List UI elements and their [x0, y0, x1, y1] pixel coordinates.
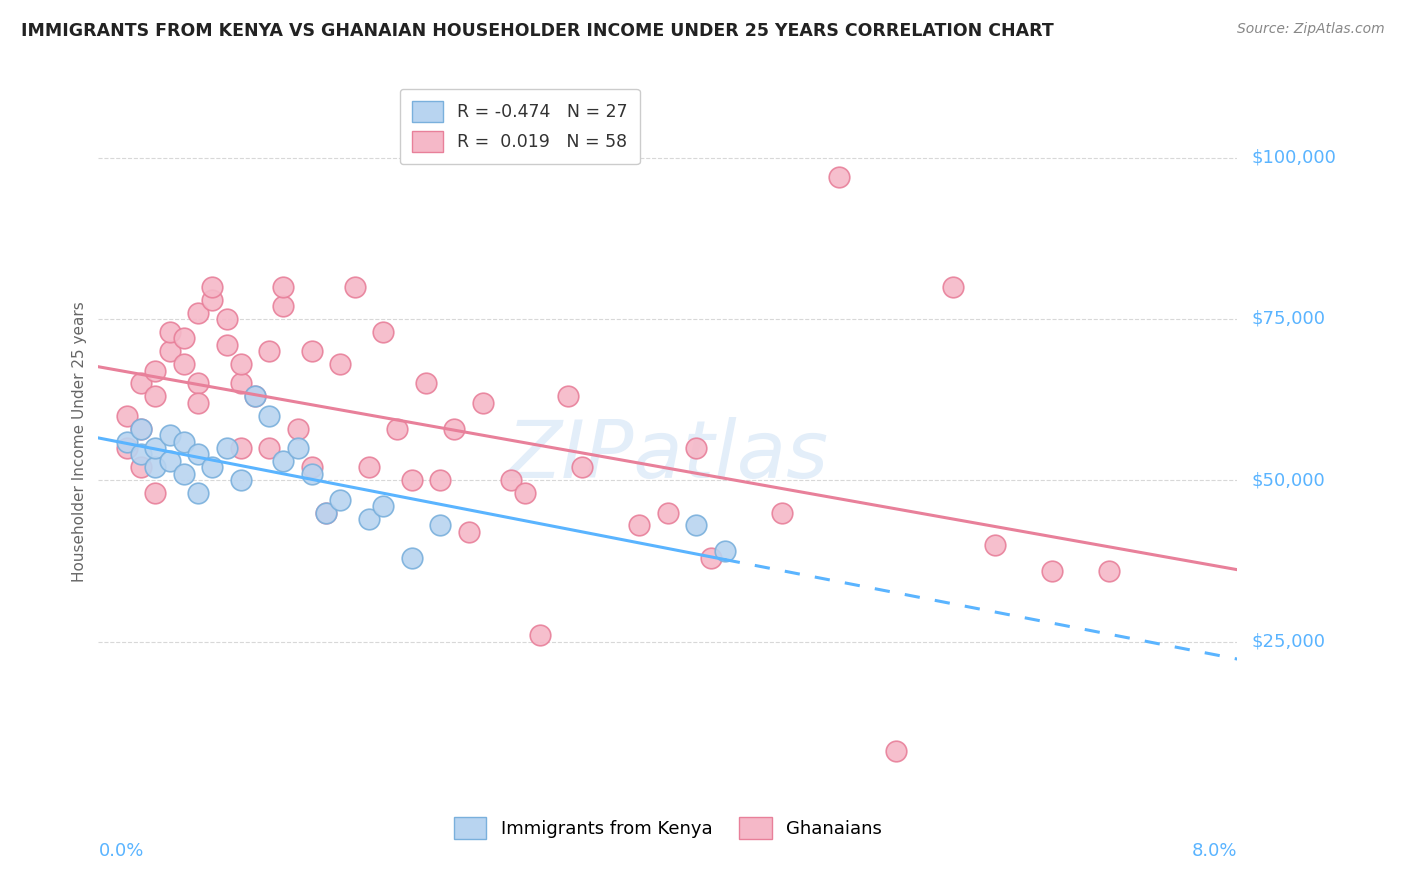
Point	[129, 460, 152, 475]
Point	[273, 279, 295, 293]
Point	[129, 376, 152, 391]
Text: $100,000: $100,000	[1251, 149, 1336, 167]
Point	[942, 279, 965, 293]
Point	[1040, 564, 1063, 578]
Point	[357, 512, 380, 526]
Point	[215, 338, 238, 352]
Text: ZIPatlas: ZIPatlas	[506, 417, 830, 495]
Point	[371, 325, 394, 339]
Legend: Immigrants from Kenya, Ghanaians: Immigrants from Kenya, Ghanaians	[444, 808, 891, 848]
Point	[273, 299, 295, 313]
Point	[159, 428, 181, 442]
Point	[159, 325, 181, 339]
Point	[229, 441, 252, 455]
Point	[315, 506, 337, 520]
Point	[229, 357, 252, 371]
Point	[301, 460, 323, 475]
Point	[145, 363, 167, 377]
Point	[329, 357, 352, 371]
Point	[1098, 564, 1121, 578]
Point	[145, 486, 167, 500]
Point	[429, 473, 451, 487]
Point	[201, 460, 224, 475]
Text: $75,000: $75,000	[1251, 310, 1326, 328]
Text: $50,000: $50,000	[1251, 471, 1324, 489]
Point	[301, 467, 323, 481]
Point	[457, 524, 479, 539]
Point	[173, 357, 195, 371]
Point	[159, 454, 181, 468]
Point	[145, 441, 167, 455]
Point	[301, 344, 323, 359]
Point	[229, 473, 252, 487]
Point	[259, 344, 281, 359]
Point	[828, 169, 851, 184]
Point	[187, 396, 209, 410]
Text: 0.0%: 0.0%	[98, 842, 143, 860]
Point	[145, 460, 167, 475]
Point	[129, 422, 152, 436]
Point	[657, 506, 679, 520]
Point	[357, 460, 380, 475]
Point	[287, 441, 309, 455]
Text: IMMIGRANTS FROM KENYA VS GHANAIAN HOUSEHOLDER INCOME UNDER 25 YEARS CORRELATION : IMMIGRANTS FROM KENYA VS GHANAIAN HOUSEH…	[21, 22, 1054, 40]
Point	[173, 434, 195, 449]
Point	[115, 434, 138, 449]
Point	[884, 744, 907, 758]
Point	[315, 506, 337, 520]
Text: Source: ZipAtlas.com: Source: ZipAtlas.com	[1237, 22, 1385, 37]
Point	[529, 628, 551, 642]
Point	[685, 518, 707, 533]
Point	[201, 293, 224, 307]
Point	[273, 454, 295, 468]
Point	[145, 389, 167, 403]
Point	[770, 506, 793, 520]
Text: $25,000: $25,000	[1251, 632, 1326, 650]
Point	[628, 518, 651, 533]
Point	[159, 344, 181, 359]
Point	[129, 447, 152, 461]
Point	[187, 305, 209, 319]
Point	[371, 499, 394, 513]
Point	[187, 376, 209, 391]
Point	[685, 441, 707, 455]
Point	[329, 492, 352, 507]
Point	[215, 441, 238, 455]
Point	[443, 422, 465, 436]
Point	[429, 518, 451, 533]
Point	[115, 441, 138, 455]
Y-axis label: Householder Income Under 25 years: Householder Income Under 25 years	[72, 301, 87, 582]
Text: 8.0%: 8.0%	[1192, 842, 1237, 860]
Point	[173, 331, 195, 345]
Point	[115, 409, 138, 423]
Point	[515, 486, 537, 500]
Point	[187, 486, 209, 500]
Point	[501, 473, 523, 487]
Point	[714, 544, 737, 558]
Point	[259, 441, 281, 455]
Point	[259, 409, 281, 423]
Point	[387, 422, 409, 436]
Point	[201, 279, 224, 293]
Point	[571, 460, 593, 475]
Point	[129, 422, 152, 436]
Point	[401, 473, 423, 487]
Point	[984, 538, 1007, 552]
Point	[243, 389, 266, 403]
Point	[343, 279, 366, 293]
Point	[699, 550, 721, 565]
Point	[557, 389, 579, 403]
Point	[187, 447, 209, 461]
Point	[287, 422, 309, 436]
Point	[415, 376, 437, 391]
Point	[471, 396, 494, 410]
Point	[229, 376, 252, 391]
Point	[401, 550, 423, 565]
Point	[173, 467, 195, 481]
Point	[215, 312, 238, 326]
Point	[243, 389, 266, 403]
